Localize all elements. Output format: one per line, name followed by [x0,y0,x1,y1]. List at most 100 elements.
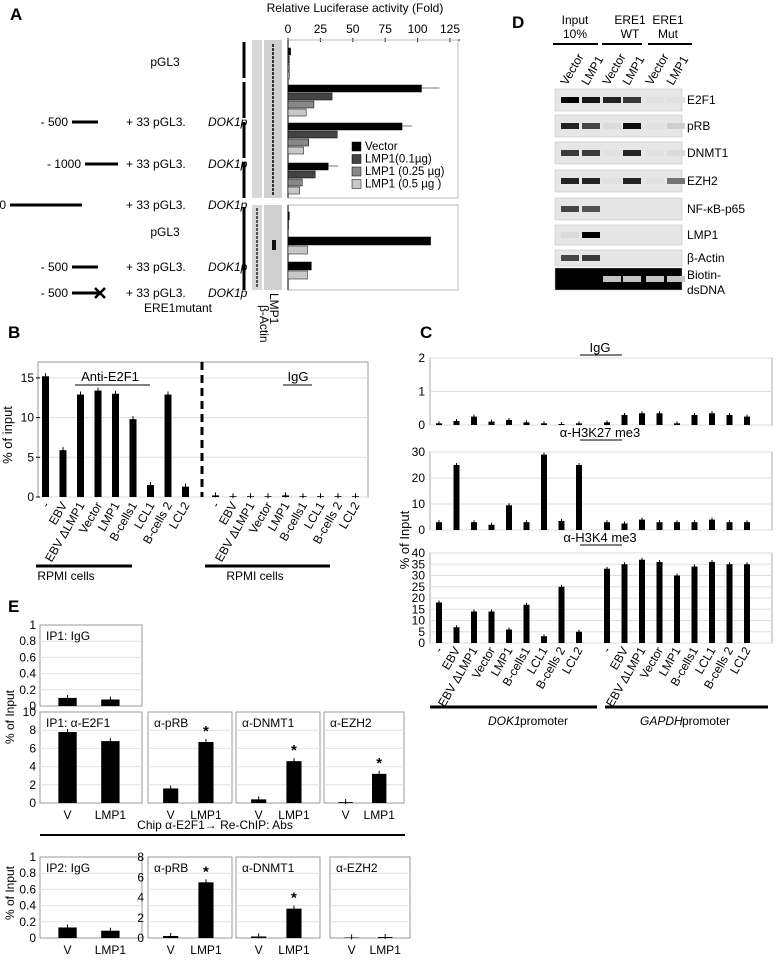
panel-a-blot-band [256,284,258,287]
panel-a-bar [287,220,289,230]
panel-a-blot-band [272,172,274,175]
panel-e-xlabel: LMP1 [370,943,402,957]
panel-a-bar [287,55,290,64]
panel-c-bar [523,522,530,530]
panel-d-band [582,255,600,261]
panel-d-band [603,276,621,282]
panel-d-band [646,178,664,184]
panel-c-bar [541,636,547,643]
panel-c-bar [674,522,680,530]
panel-a-blot-band [272,124,274,127]
panel-a-blot-band [272,176,274,179]
panel-e-title: α-EZH2 [336,861,378,875]
panel-c-bar [726,414,733,425]
panel-e-ytick: 4 [29,760,36,774]
panel-e-ylabel: % of Input [3,865,17,920]
panel-b-bar [42,376,49,497]
panel-a-blot-band [256,268,258,271]
panel-a-row-extra: ERE1mutant [144,301,213,315]
panel-c-bar [436,522,442,530]
panel-a-bar [287,84,422,93]
panel-e-ytick: 2 [137,911,144,925]
panel-a-bar [287,71,290,80]
panel-d-header: 10% [563,27,587,41]
panel-a-tick: 125 [440,22,460,36]
panel-c-bar [744,522,750,530]
panel-d-band [646,150,664,156]
panel-c-bar [691,522,698,530]
panel-d-row-label: LMP1 [687,228,719,242]
panel-c-ytick: 15 [412,602,426,616]
panel-c-bar [453,627,460,643]
panel-a-blot-band [256,252,258,255]
panel-c-bar [726,522,733,530]
panel-a-blot-label: LMP1 [267,293,281,325]
panel-e-star: * [203,723,209,740]
panel-d-band [561,232,579,238]
panel-a-bar [287,100,315,109]
panel-a-blot-band [272,120,274,123]
panel-e-bar [58,697,77,706]
panel-a-blot-band [256,208,258,211]
panel-b-footer: RPMI cells [37,569,94,583]
panel-b-bar [59,450,67,497]
panel-a-blot-band [256,280,258,283]
panel-e-ytick: 8 [29,723,36,737]
panel-c-ytick: 35 [412,557,426,571]
panel-e-title: IP1: IgG [46,629,90,643]
panel-a-blot-band [256,232,258,235]
panel-a-blot-band [256,276,258,279]
panel-a-row-construct: + 33 pGL3. [126,198,186,212]
panel-c-bar [488,421,495,425]
panel-d-header: Input [562,13,589,27]
panel-e-chip-title: Chip α-E2F1→ Re-ChIP: Abs [137,818,293,832]
panel-e-frame [235,856,321,939]
panel-d-band [623,150,641,156]
panel-c-bar [506,505,512,530]
panel-c-ytick: 10 [412,497,426,511]
panel-c-bar [691,566,698,643]
panel-c-footer: GAPDH [640,714,683,728]
panel-a-bar [287,170,316,179]
panel-d-row-label: DNMT1 [687,146,729,160]
panel-c-bar [639,413,645,425]
panel-e-title: α-DNMT1 [242,716,295,730]
panel-e-xlabel: V [167,943,175,957]
panel-a-tick: 100 [408,22,428,36]
panel-a-blot-band [272,96,274,99]
panel-e-bar [198,742,214,803]
panel-d-band [561,206,579,212]
panel-e-xlabel: V [348,943,356,957]
panel-a-blot-band [256,272,258,275]
panel-e-xlabel: V [255,808,263,822]
panel-e-bar [372,773,387,803]
panel-e-frame [147,856,233,939]
panel-e-bar [286,908,302,938]
panel-a-blot-band [272,184,274,187]
panel-c-xlabel: - [599,645,613,655]
panel-c-footer: DOK1 [488,714,521,728]
panel-b-bar [94,390,102,497]
panel-c-ytick: 10 [412,614,426,628]
panel-e-frame [39,711,143,804]
panel-e-ytick: 0.4 [19,667,36,681]
panel-a-tick: 50 [346,22,360,36]
panel-c-bar [639,559,645,643]
panel-a-blot-band [272,164,274,167]
panel-c-bar [621,523,628,530]
panel-e-ytick: 0 [29,796,36,810]
panel-a-blot-band [256,240,258,243]
panel-a-blot-band [256,220,258,223]
panel-d-blot-row [554,249,683,267]
panel-c-xlabel: - [431,645,445,655]
panel-e-frame [329,856,411,939]
panel-a-bar [287,138,309,147]
panel-b-footer: RPMI cells [226,569,283,583]
panel-d-band [582,97,600,103]
panel-d-header: ERE1 [614,13,646,27]
panel-d-band [582,123,600,129]
panel-c-bar [523,422,530,425]
panel-e-frame [147,711,233,804]
panel-c-bar [709,562,715,643]
panel-d-band [561,255,579,261]
